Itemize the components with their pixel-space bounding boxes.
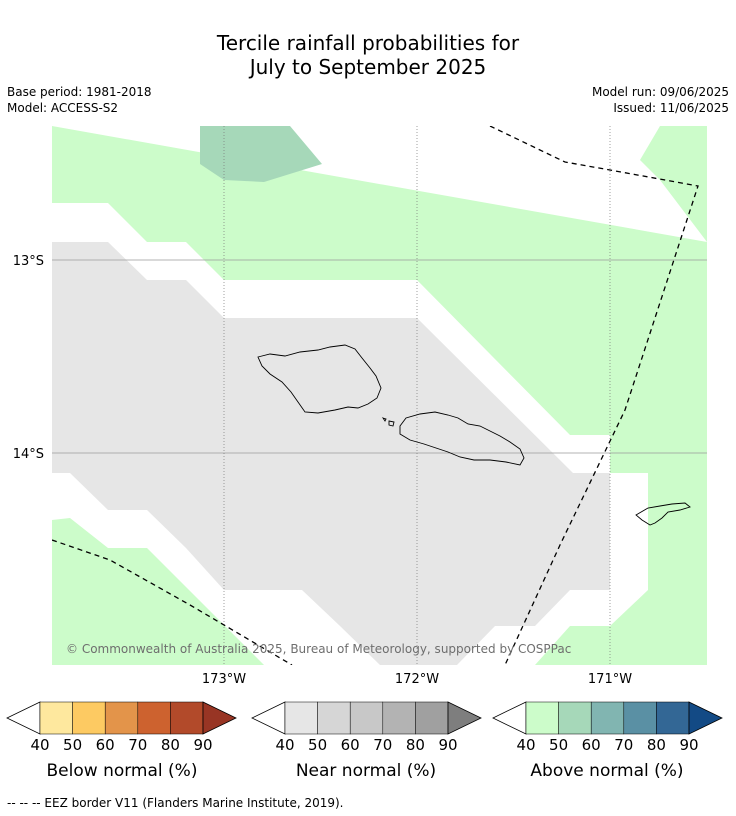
colorbar-near-tick: 70 — [373, 736, 393, 754]
colorbar-above-segment — [590, 701, 625, 735]
colorbar-near-segment — [382, 701, 416, 735]
colorbar-near-segment — [284, 701, 318, 735]
colorbar-near-tick: 40 — [275, 736, 295, 754]
colorbar-below-segment — [104, 701, 139, 735]
colorbar-near-high-extension — [447, 701, 482, 735]
model-name: Model: ACCESS-S2 — [7, 101, 119, 115]
colorbar-above-tick: 50 — [549, 736, 569, 754]
colorbar-below-low-extension — [6, 701, 41, 735]
near-normal-region — [52, 242, 610, 665]
map-title-line2: July to September 2025 — [249, 55, 487, 79]
colorbar-near-tick: 50 — [308, 736, 328, 754]
above-normal-region-southwest — [52, 518, 264, 665]
colorbar-above-tick: 80 — [646, 736, 666, 754]
colorbar-above-segment — [525, 701, 559, 735]
colorbars — [6, 701, 723, 735]
colorbar-near-tick: 90 — [438, 736, 458, 754]
colorbar-below-tick: 70 — [128, 736, 148, 754]
colorbar-near-segment — [415, 701, 449, 735]
colorbar-below-segment — [170, 701, 204, 735]
colorbar-near-tick: 80 — [405, 736, 425, 754]
model-run: Model run: 09/06/2025 — [591, 85, 729, 99]
colorbar-near-tick: 60 — [340, 736, 360, 754]
manono-islet — [388, 420, 395, 427]
colorbar-above-tick: 90 — [679, 736, 699, 754]
colorbar-below-segment — [72, 701, 106, 735]
colorbar-above-high-extension — [688, 701, 723, 735]
colorbar-above-segment — [623, 701, 657, 735]
above-normal-region-north — [52, 126, 707, 665]
eez-border-east — [489, 126, 699, 665]
colorbar-below-high-extension — [202, 701, 237, 735]
colorbar-below-segment — [39, 701, 73, 735]
colorbar-near-low-extension — [251, 701, 286, 735]
lon-label-173w: 173°W — [202, 672, 246, 687]
savaii-island — [257, 344, 382, 414]
colorbar-below-tick: 80 — [160, 736, 180, 754]
base-period: Base period: 1981-2018 — [7, 85, 152, 99]
upolu-island — [399, 411, 525, 466]
colorbar-below-tick: 40 — [30, 736, 50, 754]
colorbar-above-tick: 70 — [614, 736, 634, 754]
colorbar-below-tick: 60 — [95, 736, 115, 754]
colorbar-below-segment — [137, 701, 171, 735]
colorbar-above-tick: 60 — [581, 736, 601, 754]
colorbar-label-above: Above normal (%) — [530, 761, 684, 781]
tutuila-island — [635, 502, 691, 526]
lat-label-14s: 14°S — [13, 447, 44, 462]
above-normal-region-50 — [200, 126, 322, 182]
copyright-notice: © Commonwealth of Australia 2025, Bureau… — [66, 642, 571, 656]
colorbar-label-below: Below normal (%) — [46, 761, 198, 781]
colorbar-below-tick: 90 — [193, 736, 213, 754]
colorbar-below-tick: 50 — [63, 736, 83, 754]
map-title-line1: Tercile rainfall probabilities for — [216, 31, 520, 55]
lon-label-172w: 172°W — [395, 672, 439, 687]
colorbar-above-tick: 40 — [516, 736, 536, 754]
lat-label-13s: 13°S — [13, 254, 44, 269]
colorbar-above-segment — [656, 701, 690, 735]
issued-date: Issued: 11/06/2025 — [613, 101, 729, 115]
eez-footnote: -- -- -- EEZ border V11 (Flanders Marine… — [7, 796, 344, 810]
colorbar-near-segment — [317, 701, 351, 735]
colorbar-label-near: Near normal (%) — [295, 761, 437, 781]
colorbar-above-segment — [558, 701, 592, 735]
eez-border-southwest — [52, 539, 293, 665]
apolima-islet — [381, 417, 387, 422]
colorbar-near-segment — [349, 701, 384, 735]
lon-label-171w: 171°W — [588, 672, 632, 687]
colorbar-above-low-extension — [492, 701, 527, 735]
